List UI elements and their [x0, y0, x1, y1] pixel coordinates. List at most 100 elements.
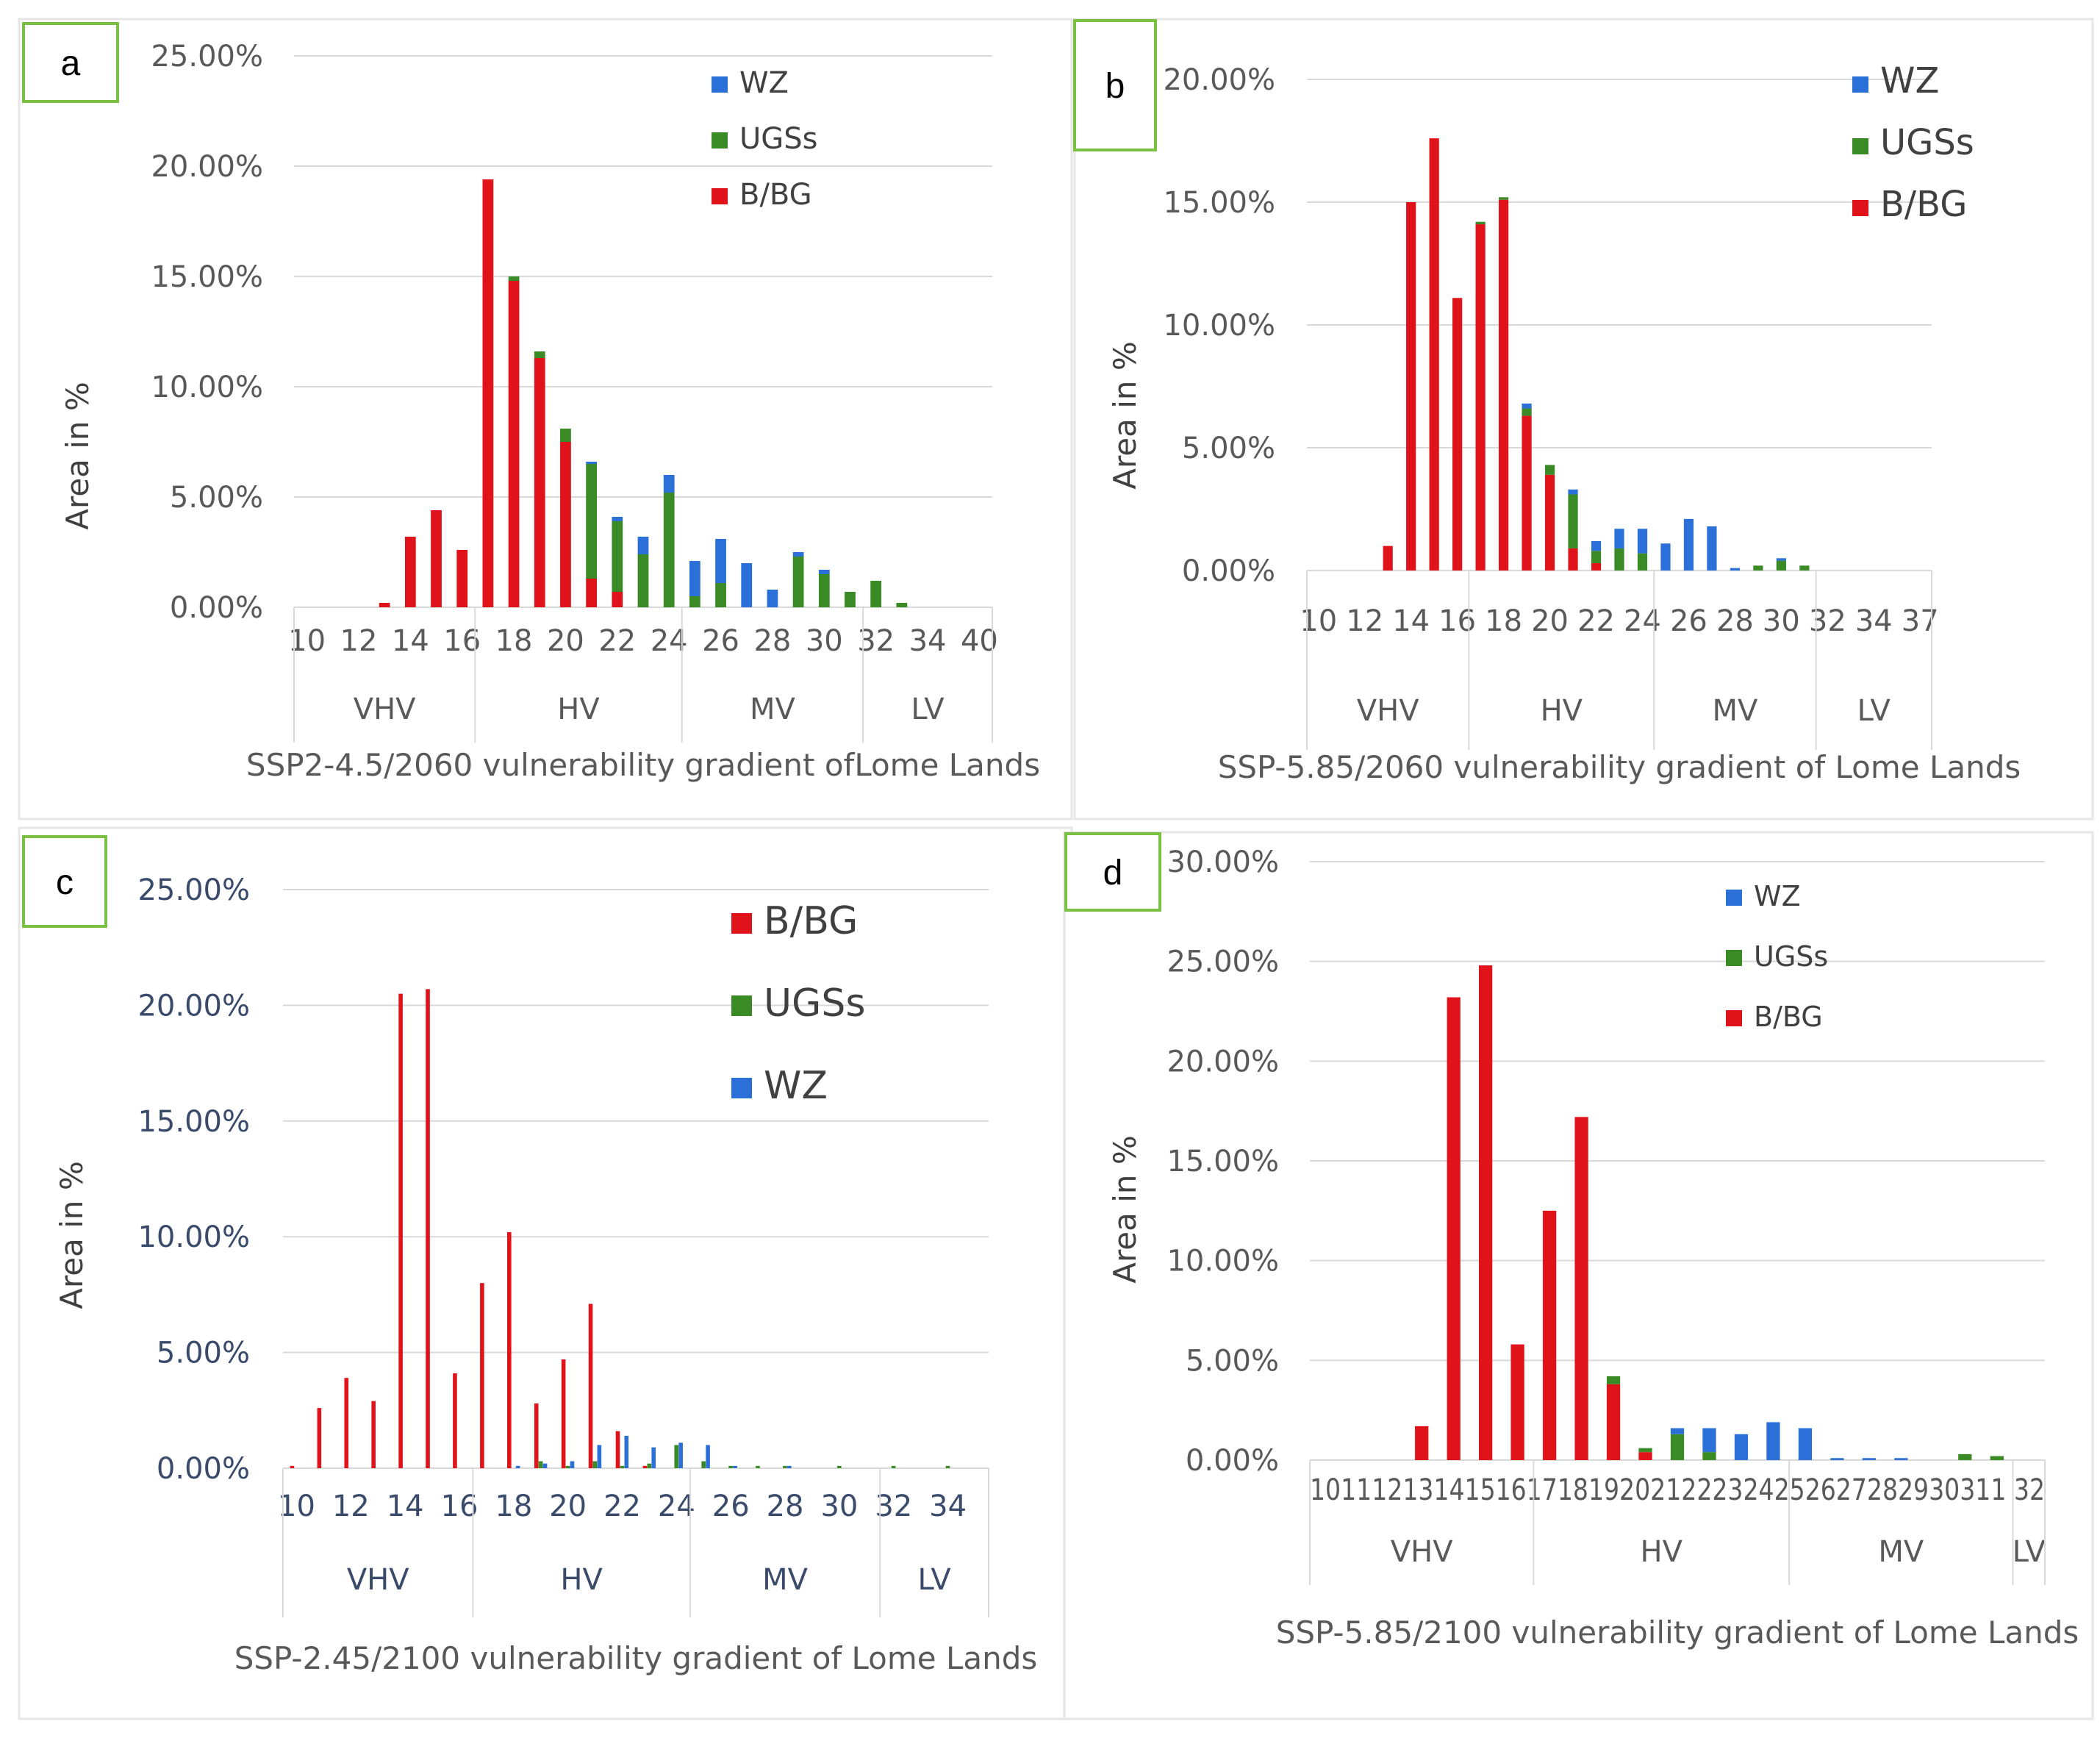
bar-ugss: [1637, 553, 1648, 571]
bar-b-bg: [586, 579, 598, 607]
x-tick-label: 32: [1809, 604, 1846, 638]
bar-b-bg: [642, 1465, 648, 1468]
bar-wz: [678, 1442, 683, 1468]
x-tick-label: 20: [1531, 604, 1569, 638]
bar-b-bg: [317, 1408, 322, 1468]
bar-wz: [1591, 540, 1602, 551]
bar-wz: [733, 1465, 737, 1468]
x-tick-label: 16: [1438, 604, 1476, 638]
bar-ugss: [620, 1465, 625, 1468]
y-axis-label: Area in %: [1107, 341, 1143, 490]
x-tick-label: 14: [387, 1490, 424, 1523]
group-label-lv: LV: [2013, 1535, 2046, 1569]
bar-wz: [1730, 568, 1741, 571]
bar-wz: [612, 517, 623, 521]
legend-swatch-wz: [1726, 890, 1742, 906]
bar-ugss: [1990, 1456, 2004, 1460]
bar-wz: [706, 1445, 710, 1468]
y-tick-label: 5.00%: [157, 1337, 250, 1370]
bar-b-bg: [506, 1231, 512, 1468]
legend-label-b-bg: B/BG: [764, 899, 858, 943]
panel-label: b: [1105, 67, 1125, 106]
bar-b-bg: [371, 1401, 376, 1468]
x-tick-label: 26: [702, 624, 739, 658]
group-label-hv: HV: [1541, 694, 1583, 728]
bar-b-bg: [561, 1359, 566, 1468]
bar-b-bg: [404, 537, 416, 607]
y-tick-label: 20.00%: [1163, 63, 1275, 97]
bar-ugss: [1544, 465, 1555, 475]
legend-swatch-ugss: [1726, 950, 1742, 966]
legend-label-wz: WZ: [764, 1064, 828, 1108]
bar-ugss: [818, 574, 830, 607]
x-tick-label: 14: [392, 624, 429, 658]
y-tick-label: 5.00%: [1182, 432, 1275, 465]
group-label-vhv: VHV: [354, 693, 416, 726]
group-label-hv: HV: [1641, 1535, 1683, 1569]
panel-b: b 0.00% 5.00% 10.00% 15.00% 20.00% Area in % 10…: [1073, 18, 2094, 820]
bar-ugss: [1776, 560, 1786, 571]
bar-wz: [1637, 529, 1648, 554]
bar-b-bg: [1606, 1384, 1621, 1460]
bar-wz: [624, 1435, 629, 1468]
bar-wz: [1568, 489, 1578, 495]
y-tick-label: 25.00%: [151, 40, 263, 74]
bar-ugss: [1670, 1434, 1685, 1460]
bar-b-bg: [1447, 997, 1461, 1460]
x-tick-label: 12: [340, 624, 378, 658]
bar-b-bg: [1542, 1210, 1557, 1460]
bar-ugss: [845, 592, 856, 607]
bar-b-bg: [290, 1465, 295, 1468]
legend-swatch-ugss: [712, 132, 728, 149]
y-tick-label: 15.00%: [1163, 186, 1275, 220]
bar-wz: [586, 462, 598, 464]
x-tick-label: 32: [875, 1490, 912, 1523]
x-tick-label: 34: [929, 1490, 967, 1523]
y-tick-label: 5.00%: [170, 481, 263, 515]
x-axis-label: SSP2-4.5/2060 vulnerability gradient ofL…: [246, 747, 1040, 783]
bar-ugss: [1606, 1376, 1621, 1384]
x-tick-label: 18: [495, 624, 533, 658]
x-tick-label: 12: [1346, 604, 1383, 638]
panel-label: d: [1103, 854, 1123, 893]
bar-b-bg: [1383, 546, 1393, 571]
bar-ugss: [870, 581, 882, 607]
bar-ugss: [565, 1465, 570, 1468]
legend-label-wz: WZ: [739, 66, 789, 100]
bar-wz: [1660, 543, 1671, 571]
legend-swatch-ugss: [731, 995, 752, 1016]
y-tick-label: 10.00%: [1167, 1245, 1279, 1279]
x-axis-label: SSP-5.85/2060 vulnerability gradient of …: [1218, 749, 2021, 785]
legend-swatch-wz: [1852, 76, 1868, 93]
x-tick-label: 22: [1577, 604, 1615, 638]
bar-b-bg: [508, 281, 520, 607]
bar-wz: [1766, 1422, 1780, 1460]
panel-a: a 0.00% 5.00% 10.00% 15.00% 20.00% 25.00% Area …: [18, 18, 1073, 820]
bar-ugss: [792, 557, 804, 607]
bar-ugss: [1591, 551, 1602, 563]
bar-ugss: [560, 429, 571, 442]
x-tick-label: 14: [1392, 604, 1430, 638]
bar-b-bg: [1574, 1117, 1588, 1460]
legend-swatch-b-bg: [731, 913, 752, 934]
bar-b-bg: [534, 358, 545, 607]
y-tick-label: 10.00%: [137, 1220, 250, 1254]
bar-ugss: [1498, 197, 1509, 200]
x-tick-label: 28: [1716, 604, 1754, 638]
group-label-mv: MV: [1712, 694, 1758, 728]
x-tick-label: 30: [820, 1490, 858, 1523]
x-tick-label-row: 1011121314151617181920212223242526272829…: [1310, 1473, 2045, 1507]
bar-ugss: [663, 493, 675, 607]
y-tick-label: 5.00%: [1186, 1344, 1279, 1378]
bar-ugss: [783, 1465, 787, 1468]
x-tick-label: 12: [332, 1490, 370, 1523]
bar-wz: [1614, 529, 1624, 548]
bar-ugss: [1568, 494, 1578, 548]
panel-frame: [18, 826, 1073, 1720]
bar-ugss: [647, 1463, 652, 1468]
bar-b-bg: [1429, 138, 1439, 571]
group-label-mv: MV: [1878, 1535, 1924, 1569]
x-tick-label: 18: [495, 1490, 532, 1523]
x-tick-label: 10: [278, 1490, 315, 1523]
y-tick-label: 30.00%: [1167, 845, 1279, 879]
